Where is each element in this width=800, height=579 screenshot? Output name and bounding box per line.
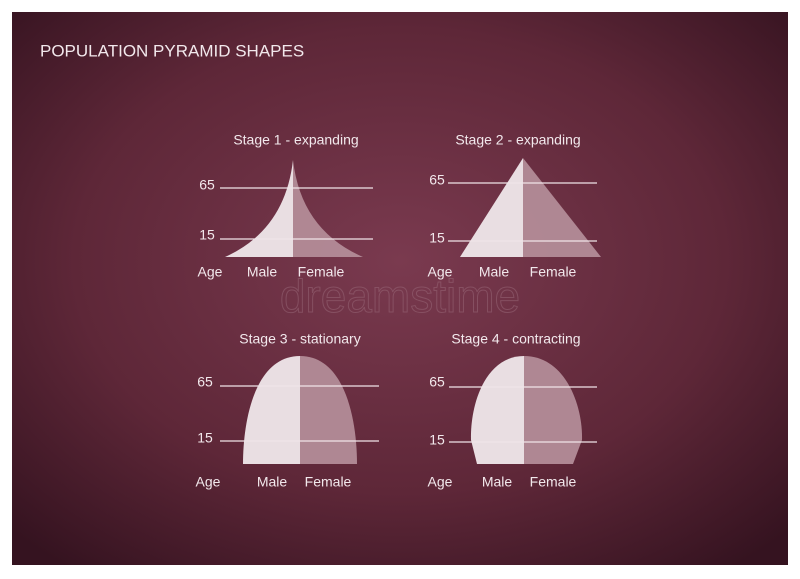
- watermark: dreamstime: [280, 270, 520, 322]
- panel-title: Stage 1 - expanding: [233, 132, 358, 148]
- age-label: 15: [197, 430, 213, 446]
- male-shape: [243, 356, 300, 464]
- axis-label: Age: [428, 264, 453, 280]
- axis-label: Female: [298, 264, 345, 280]
- age-label: 15: [429, 432, 445, 448]
- panel: Stage 2 - expanding 65 15 Age Male Femal…: [428, 132, 601, 280]
- male-shape: [225, 160, 293, 257]
- axis-label: Male: [247, 264, 278, 280]
- female-shape: [293, 160, 363, 257]
- age-label: 65: [199, 177, 215, 193]
- axis-label: Age: [196, 474, 221, 490]
- axis-label: Male: [482, 474, 513, 490]
- axis-label: Male: [479, 264, 510, 280]
- age-label: 15: [429, 230, 445, 246]
- age-label: 65: [197, 374, 213, 390]
- male-shape: [470, 356, 524, 464]
- age-label: 15: [199, 227, 215, 243]
- female-shape: [300, 356, 357, 464]
- axis-label: Female: [530, 474, 577, 490]
- panel: Stage 1 - expanding 65 15 Age Male Femal…: [198, 132, 373, 280]
- axis-label: Female: [530, 264, 577, 280]
- axis-label: Female: [305, 474, 352, 490]
- chalkboard: [12, 12, 788, 565]
- axis-label: Age: [198, 264, 223, 280]
- axis-label: Male: [257, 474, 288, 490]
- panel: Stage 3 - stationary 65 15 Age Male Fema…: [196, 331, 379, 490]
- panel-title: Stage 3 - stationary: [239, 331, 360, 347]
- title: POPULATION PYRAMID SHAPES: [40, 41, 304, 60]
- axis-label: Age: [428, 474, 453, 490]
- panel-title: Stage 2 - expanding: [455, 132, 580, 148]
- panel-title: Stage 4 - contracting: [451, 331, 580, 347]
- age-label: 65: [429, 374, 445, 390]
- age-label: 65: [429, 172, 445, 188]
- female-shape: [524, 356, 583, 464]
- panel: Stage 4 - contracting 65 15 Age Male Fem…: [428, 331, 597, 490]
